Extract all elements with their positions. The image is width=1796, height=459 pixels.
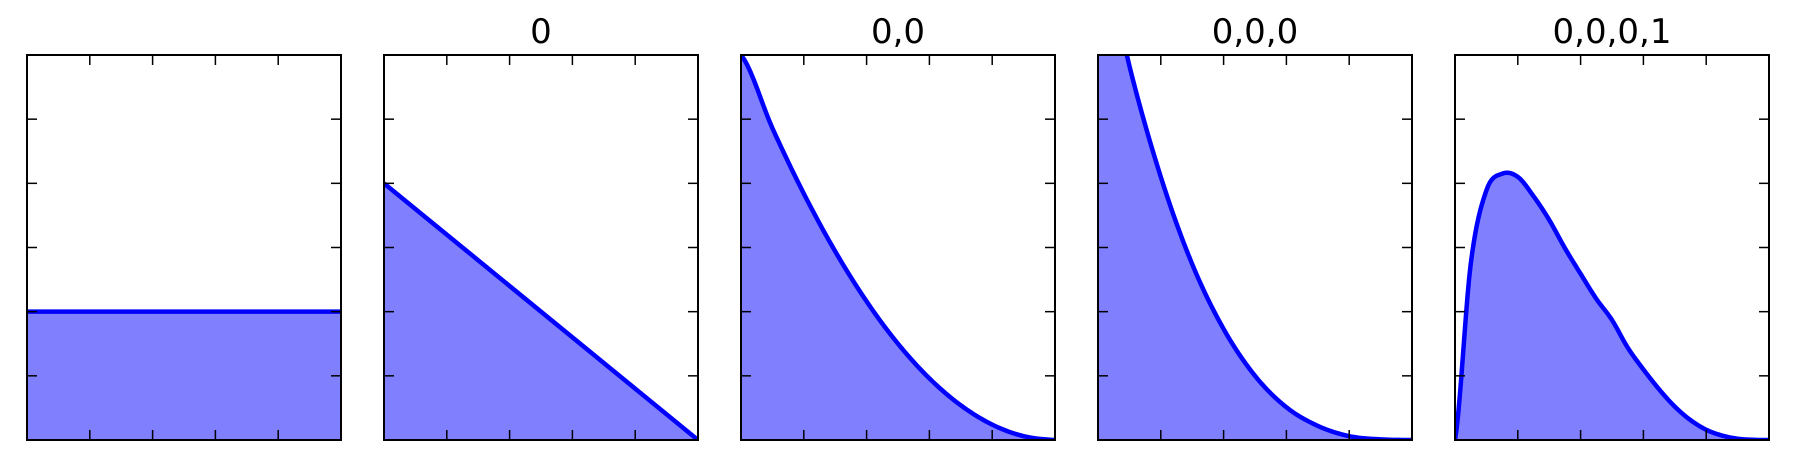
panel-5: 0,0,0,1 bbox=[1454, 12, 1770, 441]
area-fill bbox=[1455, 172, 1769, 440]
area-fill bbox=[1098, 55, 1412, 440]
area-fill bbox=[27, 311, 341, 440]
panel-title: 0,0,0 bbox=[1212, 12, 1299, 52]
series-line bbox=[1455, 170, 1769, 440]
panel-4: 0,0,0 bbox=[1097, 12, 1413, 441]
series-line bbox=[384, 181, 698, 440]
panel-2: 0 bbox=[383, 12, 699, 441]
area-fill bbox=[741, 55, 1055, 440]
panel-title: 0 bbox=[530, 12, 552, 52]
panel-title: 0,0 bbox=[871, 12, 925, 52]
panel-1 bbox=[26, 54, 342, 441]
panel-title: 0,0,0,1 bbox=[1553, 12, 1672, 52]
series-line bbox=[1124, 55, 1412, 440]
panels: 0 0,0 0,0,0 0,0,0,1 bbox=[26, 12, 1770, 441]
panel-3: 0,0 bbox=[740, 12, 1056, 441]
series-line bbox=[741, 55, 1055, 440]
